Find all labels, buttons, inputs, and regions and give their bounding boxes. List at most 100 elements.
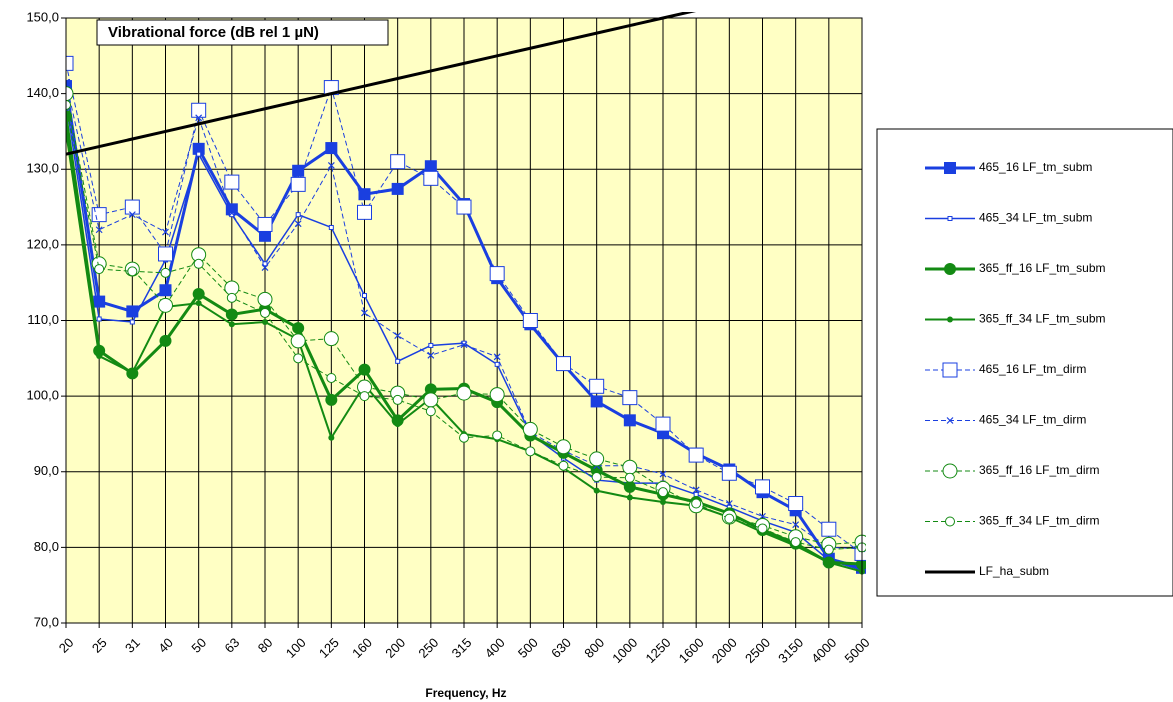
marker [391, 414, 404, 427]
y-tick-label: 110,0 [27, 312, 59, 327]
marker [947, 316, 953, 323]
marker [556, 356, 571, 372]
x-tick-label: 315 [449, 635, 475, 661]
marker [228, 209, 236, 217]
marker [359, 391, 370, 402]
marker [94, 264, 105, 275]
marker [128, 211, 136, 219]
marker [593, 487, 600, 494]
marker [224, 174, 240, 190]
marker [944, 263, 956, 275]
marker [192, 142, 205, 155]
legend-label: 365_ff_34 LF_tm_subm [979, 312, 1106, 326]
x-tick-label: 40 [155, 635, 176, 656]
legend-label: 365_ff_16 LF_tm_subm [979, 261, 1106, 275]
marker [655, 416, 671, 432]
marker [942, 362, 958, 378]
marker [788, 496, 804, 512]
marker [96, 353, 103, 360]
marker [423, 170, 439, 186]
marker [424, 160, 437, 173]
marker [126, 305, 139, 318]
marker [293, 353, 304, 364]
marker [757, 523, 768, 534]
marker [755, 479, 770, 495]
legend-label: 465_16 LF_tm_dirm [979, 362, 1086, 376]
marker [326, 372, 337, 383]
marker [658, 487, 668, 498]
marker [158, 246, 173, 262]
marker [946, 417, 954, 424]
marker [127, 266, 138, 277]
marker [95, 226, 103, 234]
marker [225, 308, 238, 321]
x-tick-label: 20 [56, 635, 77, 656]
marker [693, 491, 699, 497]
marker [259, 229, 271, 242]
marker [195, 300, 202, 307]
y-tick-label: 140,0 [26, 85, 59, 100]
marker [66, 99, 71, 110]
legend: 465_16 LF_tm_subm 465_34 LF_tm_subm 365_ff… [925, 160, 1106, 578]
marker [91, 207, 107, 223]
x-tick-label: 80 [255, 635, 276, 656]
marker [692, 486, 700, 494]
x-axis-title: Frequency, Hz [425, 686, 506, 700]
marker [66, 86, 74, 102]
marker [292, 322, 305, 335]
marker [325, 393, 338, 406]
legend-label: 465_34 LF_tm_subm [979, 211, 1092, 225]
marker [196, 151, 202, 157]
marker [856, 558, 866, 571]
marker [327, 162, 335, 169]
x-tick-label: 1600 [676, 635, 707, 666]
marker [159, 284, 172, 297]
marker [456, 385, 472, 401]
marker [294, 220, 302, 228]
marker [944, 162, 956, 174]
marker [357, 204, 372, 220]
marker [522, 421, 538, 437]
x-tick-label: 4000 [808, 635, 839, 666]
marker [290, 333, 306, 349]
marker [494, 361, 500, 367]
x-tick-label: 800 [581, 635, 607, 661]
marker [947, 216, 953, 221]
marker [325, 142, 338, 155]
x-tick-label: 50 [188, 635, 209, 656]
marker [660, 499, 666, 505]
marker [489, 266, 505, 282]
marker [328, 224, 334, 230]
marker [624, 472, 635, 483]
marker [823, 544, 834, 555]
x-tick-label: 200 [382, 635, 408, 661]
marker [590, 395, 603, 408]
legend-label: 365_ff_34 LF_tm_dirm [979, 514, 1100, 528]
x-tick-label: 1000 [609, 635, 640, 666]
plot-border [65, 17, 863, 624]
marker [358, 188, 371, 201]
marker [394, 421, 401, 428]
marker [589, 378, 605, 394]
marker [556, 439, 571, 455]
marker [489, 387, 505, 403]
marker [623, 414, 636, 427]
marker [160, 267, 171, 278]
x-tick-label: 2000 [709, 635, 740, 666]
y-tick-label: 150,0 [26, 9, 59, 24]
marker [192, 288, 205, 301]
marker [493, 353, 501, 361]
marker [66, 80, 72, 93]
marker [790, 537, 801, 548]
x-tick-label: 400 [482, 635, 508, 661]
marker [295, 212, 301, 218]
marker [522, 313, 538, 328]
marker [225, 203, 238, 216]
legend-label: 365_ff_16 LF_tm_dirm [979, 463, 1100, 477]
marker [362, 293, 367, 299]
x-tick-label: 250 [415, 635, 441, 661]
marker [392, 394, 403, 405]
marker [361, 309, 368, 317]
marker [124, 199, 140, 215]
marker [623, 480, 636, 493]
